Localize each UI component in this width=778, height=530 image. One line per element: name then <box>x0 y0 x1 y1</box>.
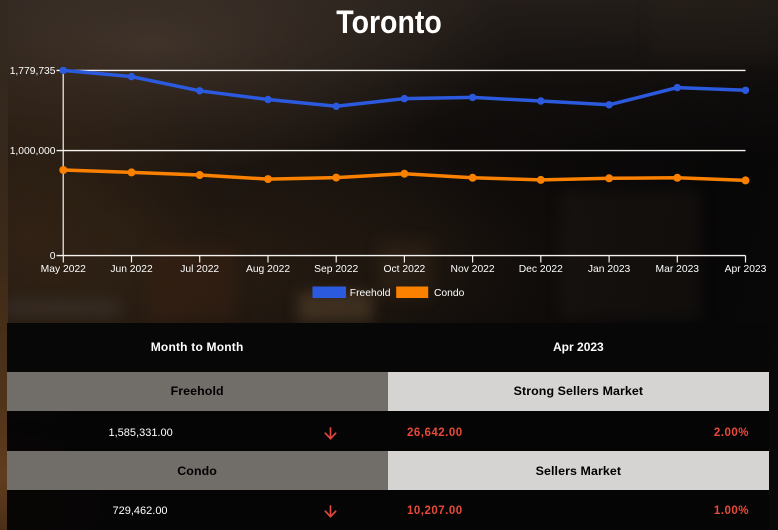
svg-text:Oct 2022: Oct 2022 <box>384 264 426 275</box>
svg-text:Jul 2022: Jul 2022 <box>180 264 219 275</box>
svg-text:Mar 2023: Mar 2023 <box>656 264 700 275</box>
svg-text:Sep 2022: Sep 2022 <box>314 264 358 275</box>
svg-text:Condo: Condo <box>434 288 465 299</box>
svg-text:1,000,000: 1,000,000 <box>10 146 56 157</box>
svg-text:1,779,735: 1,779,735 <box>10 66 56 77</box>
svg-text:Jun 2022: Jun 2022 <box>110 264 153 275</box>
svg-text:Apr 2023: Apr 2023 <box>725 264 767 275</box>
svg-text:Jan 2023: Jan 2023 <box>588 264 631 275</box>
svg-text:Nov 2022: Nov 2022 <box>451 264 495 275</box>
svg-text:0: 0 <box>50 251 56 262</box>
svg-text:Dec 2022: Dec 2022 <box>519 264 563 275</box>
svg-text:May 2022: May 2022 <box>41 264 86 275</box>
svg-text:Aug 2022: Aug 2022 <box>246 264 290 275</box>
svg-text:Freehold: Freehold <box>350 288 391 299</box>
